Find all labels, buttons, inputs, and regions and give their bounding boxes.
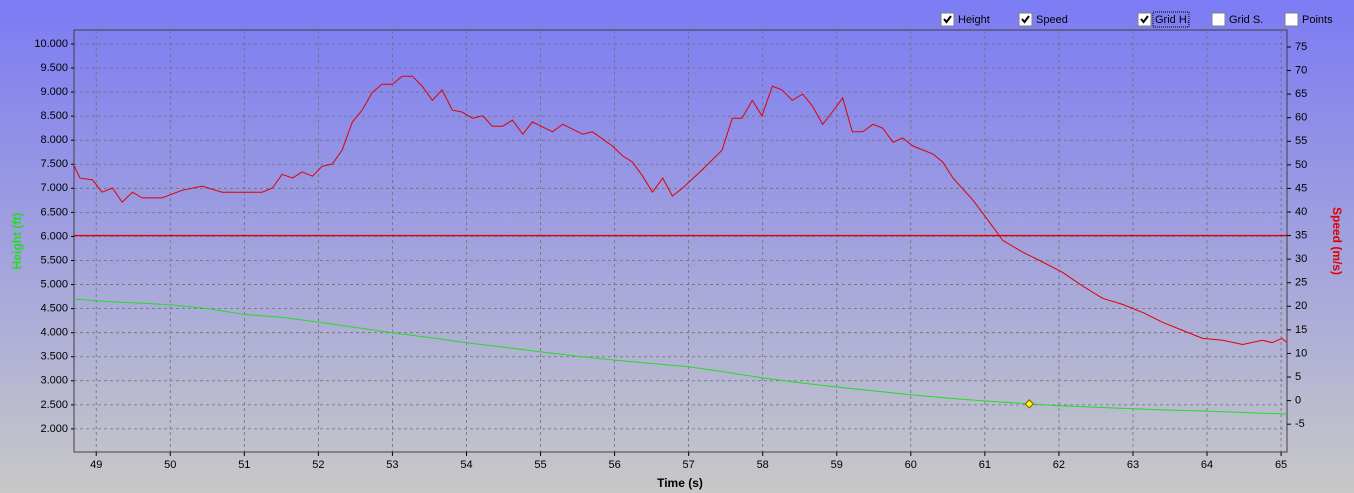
x-tick-label: 57	[683, 459, 695, 471]
x-tick-label: 65	[1275, 459, 1287, 471]
y2-tick-label: 5	[1295, 371, 1301, 383]
checkbox-label[interactable]: Points	[1302, 14, 1333, 26]
checkbox-box[interactable]	[1211, 12, 1226, 27]
x-tick-label: 51	[238, 459, 250, 471]
y-tick-label: 5.500	[40, 254, 68, 266]
x-tick-label: 60	[905, 459, 917, 471]
x-tick-label: 59	[831, 459, 843, 471]
y2-tick-label: 50	[1295, 159, 1307, 171]
y-tick-label: 3.500	[40, 351, 68, 363]
x-tick-label: 55	[534, 459, 546, 471]
checkbox[interactable]: Grid H.	[1137, 11, 1190, 28]
y2-tick-label: 45	[1295, 182, 1307, 194]
x-tick-label: 62	[1053, 459, 1065, 471]
y2-tick-label: 70	[1295, 64, 1307, 76]
y2-axis-title: Speed (m/s)	[1330, 207, 1344, 275]
y-tick-label: 10.000	[34, 38, 68, 50]
y2-tick-label: 65	[1295, 88, 1307, 100]
x-tick-label: 53	[386, 459, 398, 471]
cursor-marker	[1024, 399, 1034, 409]
x-tick-label: 54	[460, 459, 472, 471]
checkbox[interactable]: Height	[940, 12, 990, 27]
y-axis-title: Height (ft)	[10, 213, 24, 270]
x-tick-label: 56	[608, 459, 620, 471]
y2-tick-label: 30	[1295, 253, 1307, 265]
y2-tick-label: 20	[1295, 300, 1307, 312]
checkbox-label[interactable]: Height	[958, 14, 990, 26]
y-tick-label: 9.500	[40, 62, 68, 74]
x-tick-label: 49	[90, 459, 102, 471]
check-mark	[943, 15, 952, 24]
checkbox[interactable]: Speed	[1018, 12, 1068, 27]
checkbox-box[interactable]	[1284, 12, 1299, 27]
y-tick-label: 2.500	[40, 399, 68, 411]
series-line	[73, 298, 1288, 415]
x-tick-label: 50	[164, 459, 176, 471]
x-tick-label: 64	[1201, 459, 1213, 471]
y-tick-label: 4.000	[40, 327, 68, 339]
x-tick-label: 63	[1127, 459, 1139, 471]
y-tick-label: 4.500	[40, 303, 68, 315]
check-mark	[1140, 15, 1149, 24]
checkbox[interactable]: Points	[1284, 12, 1333, 27]
y2-tick-label: 75	[1295, 41, 1307, 53]
checkbox-label[interactable]: Speed	[1036, 14, 1068, 26]
y-tick-label: 9.000	[40, 86, 68, 98]
y-tick-label: 5.000	[40, 278, 68, 290]
x-tick-label: 52	[312, 459, 324, 471]
y2-tick-label: 60	[1295, 112, 1307, 124]
y-tick-label: 2.000	[40, 423, 68, 435]
y2-tick-label: -5	[1295, 418, 1305, 430]
y-tick-label: 8.000	[40, 134, 68, 146]
focus-ring	[1152, 11, 1190, 28]
y2-tick-label: 10	[1295, 347, 1307, 359]
y-tick-label: 8.500	[40, 110, 68, 122]
y-tick-label: 7.000	[40, 182, 68, 194]
x-tick-label: 61	[979, 459, 991, 471]
y2-tick-label: 35	[1295, 229, 1307, 241]
y-tick-label: 6.000	[40, 230, 68, 242]
x-tick-label: 58	[757, 459, 769, 471]
y-tick-label: 7.500	[40, 158, 68, 170]
y2-tick-label: 0	[1295, 395, 1301, 407]
y2-tick-label: 25	[1295, 277, 1307, 289]
series-line	[73, 75, 1288, 346]
x-axis-title: Time (s)	[657, 476, 703, 490]
checkbox-label[interactable]: Grid H.	[1155, 14, 1190, 26]
y-tick-label: 6.500	[40, 206, 68, 218]
y-tick-label: 3.000	[40, 375, 68, 387]
y2-tick-label: 55	[1295, 135, 1307, 147]
plot-frame	[73, 29, 1288, 453]
y2-tick-label: 40	[1295, 206, 1307, 218]
check-mark	[1021, 15, 1030, 24]
y2-tick-label: 15	[1295, 324, 1307, 336]
checkbox-label[interactable]: Grid S.	[1229, 14, 1263, 26]
checkbox[interactable]: Grid S.	[1211, 12, 1263, 27]
